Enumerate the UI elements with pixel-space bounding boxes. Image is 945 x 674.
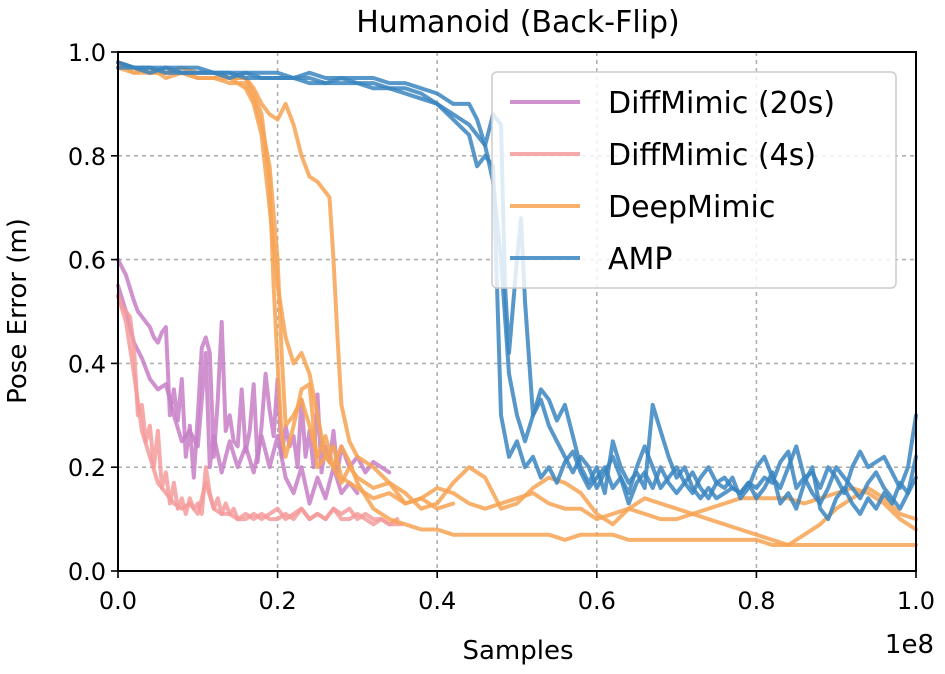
x-tick-label: 0.6 bbox=[578, 587, 616, 615]
series-line-deepmimic bbox=[116, 60, 918, 532]
x-tick-label: 0.2 bbox=[259, 587, 297, 615]
x-tick-label: 0.8 bbox=[737, 587, 775, 615]
series-line-diffmimic-20s bbox=[116, 283, 360, 506]
y-tick-label: 0.6 bbox=[68, 247, 106, 275]
series-line-deepmimic bbox=[116, 60, 918, 547]
x-tick-label: 0.0 bbox=[99, 587, 137, 615]
legend-label: DiffMimic (20s) bbox=[608, 86, 835, 121]
axis-ticks: 0.0 0.2 0.4 0.6 0.8 1.0 0.0 0.2 0.4 0.6 0.8 1.0 bbox=[68, 39, 935, 615]
legend-label: AMP bbox=[608, 242, 673, 277]
y-axis-label: Pose Error (m) bbox=[3, 218, 33, 404]
x-axis-label: Samples bbox=[462, 636, 573, 666]
chart-title: Humanoid (Back-Flip) bbox=[356, 5, 680, 40]
x-tick-label: 0.4 bbox=[418, 587, 456, 615]
y-tick-label: 0.2 bbox=[68, 454, 106, 482]
y-tick-label: 0.8 bbox=[68, 143, 106, 171]
legend-label: DeepMimic bbox=[608, 190, 775, 225]
series-line-diffmimic-4s bbox=[116, 293, 404, 527]
series-lines bbox=[116, 60, 918, 547]
x-tick-label: 1.0 bbox=[897, 587, 935, 615]
series-line-deepmimic bbox=[116, 60, 456, 511]
y-tick-label: 1.0 bbox=[68, 39, 106, 67]
legend-box bbox=[491, 71, 897, 289]
series-line-amp bbox=[116, 65, 918, 511]
series-line-diffmimic-4s bbox=[116, 293, 400, 527]
legend: DiffMimic (20s) DiffMimic (4s) DeepMimic AM… bbox=[491, 71, 897, 289]
plot-frame bbox=[117, 51, 917, 572]
legend-label: DiffMimic (4s) bbox=[608, 138, 816, 173]
y-tick-label: 0.0 bbox=[68, 558, 106, 586]
x-offset-label: 1e8 bbox=[885, 630, 934, 660]
y-tick-label: 0.4 bbox=[68, 350, 106, 378]
series-line-deepmimic bbox=[116, 65, 918, 547]
